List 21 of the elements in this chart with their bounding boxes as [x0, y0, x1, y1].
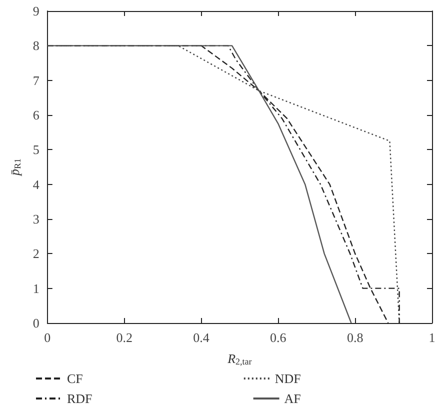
y-tick-label: 4 [32, 176, 40, 192]
y-tick-label: 9 [32, 4, 40, 18]
legend-label: NDF [274, 371, 301, 386]
y-tick-label: 6 [32, 108, 40, 122]
y-axis-title: p̄R1 [7, 158, 22, 176]
x-tick-label: 1 [428, 330, 436, 345]
x-tick-label: 0.8 [346, 330, 364, 345]
x-tick-label: 0 [44, 330, 51, 345]
legend-label: AF [284, 391, 301, 406]
legend-label: CF [67, 371, 83, 386]
x-tick-label: 0.2 [116, 330, 132, 345]
y-tick-label: 2 [32, 246, 40, 262]
y-tick-label: 1 [32, 280, 40, 296]
legend-label: RDF [67, 391, 92, 406]
x-tick-label: 0.4 [193, 330, 210, 345]
y-tick-label: 5 [32, 142, 40, 158]
x-tick-label: 0.6 [270, 330, 287, 345]
y-tick-label: 0 [32, 316, 40, 330]
y-tick-label: 7 [32, 72, 40, 88]
y-tick-label: 8 [32, 38, 40, 54]
y-tick-label: 3 [32, 212, 40, 226]
